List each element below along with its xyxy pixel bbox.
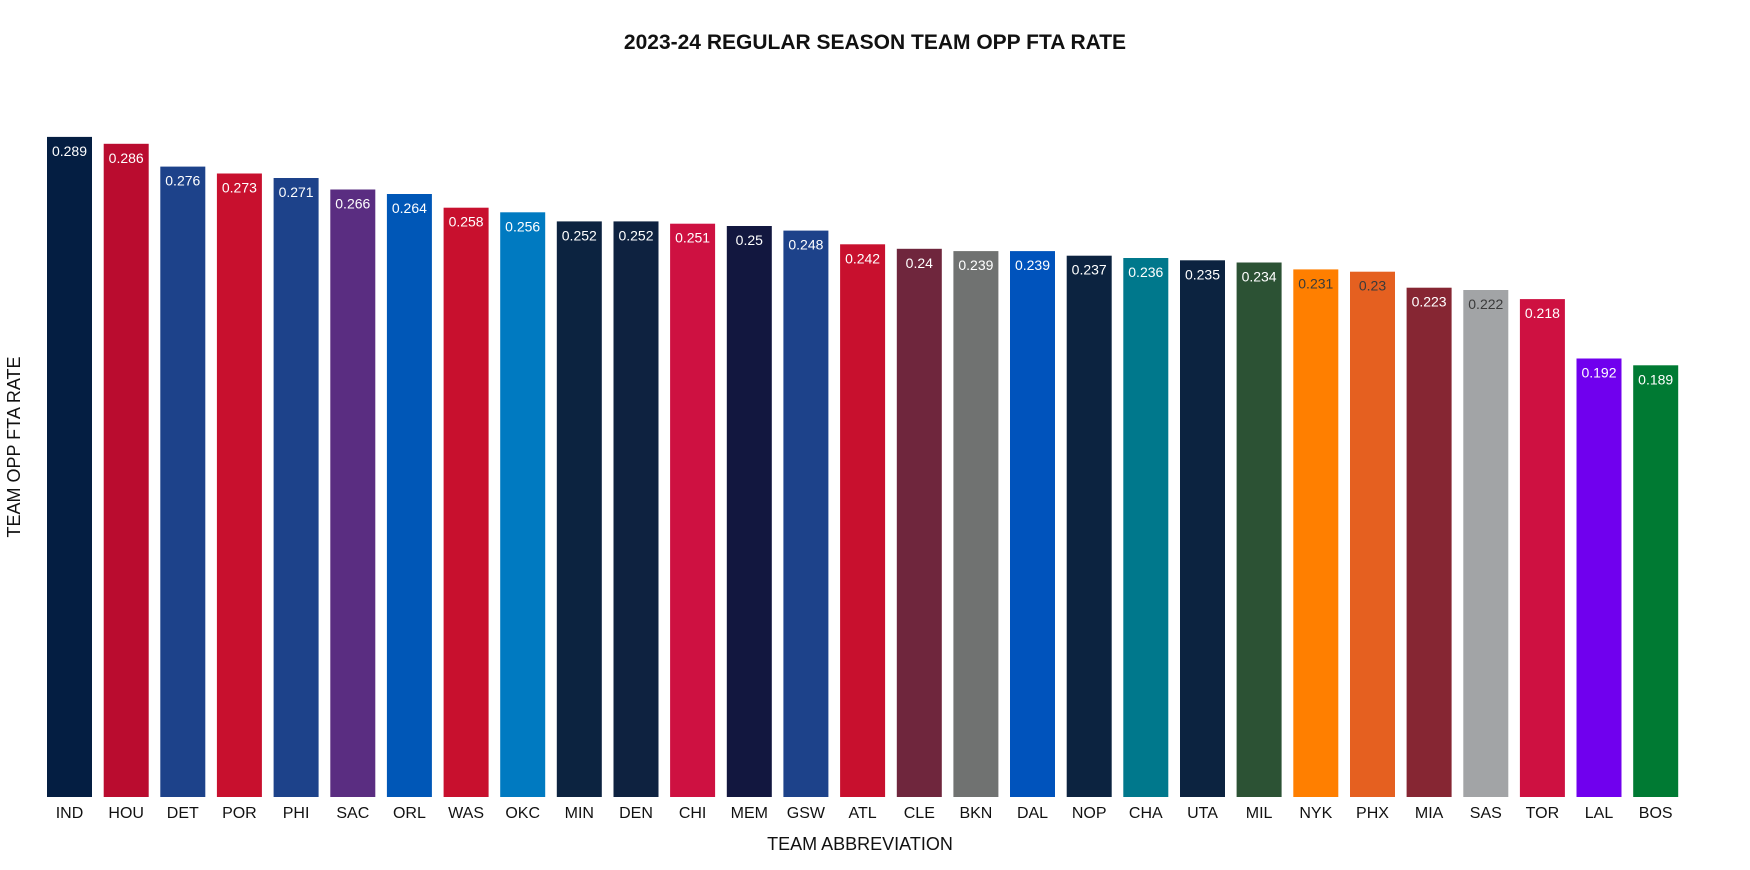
bar-value-label: 0.248 xyxy=(788,237,823,253)
x-tick-label: TOR xyxy=(1526,805,1559,822)
x-tick-label: MIN xyxy=(565,805,594,822)
bar-nyk xyxy=(1293,269,1339,797)
bar-chi xyxy=(670,223,716,797)
bar-por xyxy=(216,173,262,797)
x-tick-label: WAS xyxy=(448,805,484,822)
bar-sas xyxy=(1463,290,1509,797)
bar-was xyxy=(443,207,489,797)
bar-value-label: 0.231 xyxy=(1298,275,1333,291)
x-tick-label: LAL xyxy=(1585,805,1614,822)
bar-value-label: 0.189 xyxy=(1638,371,1673,387)
bar-cha xyxy=(1123,258,1169,797)
x-tick-label: CHI xyxy=(679,805,707,822)
bar-value-label: 0.239 xyxy=(958,257,993,273)
x-tick-label: MEM xyxy=(731,805,768,822)
x-tick-label: MIL xyxy=(1246,805,1273,822)
bar-value-label: 0.264 xyxy=(392,200,427,216)
x-tick-label: NYK xyxy=(1299,805,1332,822)
bar-value-label: 0.286 xyxy=(109,150,144,166)
x-tick-label: PHX xyxy=(1356,805,1389,822)
x-tick-label: CHA xyxy=(1129,805,1163,822)
x-tick-label: GSW xyxy=(787,805,826,822)
bar-uta xyxy=(1180,260,1225,797)
bar-value-label: 0.218 xyxy=(1525,305,1560,321)
bar-value-label: 0.25 xyxy=(736,232,763,248)
x-tick-label: PHI xyxy=(283,805,310,822)
bar-bkn xyxy=(953,251,999,798)
bar-okc xyxy=(500,212,546,798)
x-tick-label: ATL xyxy=(849,805,877,822)
bar-value-label: 0.276 xyxy=(165,173,200,189)
bars-group: 0.289 IND 0.286 HOU 0.276 DET 0.273 POR 0.271 PHI… xyxy=(47,136,1679,822)
x-tick-label: DEN xyxy=(619,805,653,822)
bar-value-label: 0.222 xyxy=(1468,296,1503,312)
x-tick-label: BKN xyxy=(959,805,992,822)
bar-value-label: 0.242 xyxy=(845,250,880,266)
bar-value-label: 0.252 xyxy=(618,227,653,243)
bar-dal xyxy=(1010,251,1055,798)
bar-nop xyxy=(1066,255,1112,797)
x-axis-title: TEAM ABBREVIATION xyxy=(767,834,953,854)
y-axis-title: TEAM OPP FTA RATE xyxy=(4,356,24,537)
x-tick-label: BOS xyxy=(1639,805,1673,822)
bar-value-label: 0.252 xyxy=(562,227,597,243)
bar-bos xyxy=(1633,365,1679,797)
bar-mil xyxy=(1236,262,1282,797)
bar-phi xyxy=(273,178,319,797)
bar-value-label: 0.289 xyxy=(52,143,87,159)
bar-tor xyxy=(1519,299,1565,797)
x-tick-label: POR xyxy=(222,805,257,822)
x-tick-label: SAS xyxy=(1470,805,1502,822)
bar-gsw xyxy=(783,230,829,798)
bar-cle xyxy=(896,248,942,798)
bar-value-label: 0.235 xyxy=(1185,266,1220,282)
bar-value-label: 0.192 xyxy=(1581,365,1616,381)
x-tick-label: UTA xyxy=(1187,805,1218,822)
bar-value-label: 0.23 xyxy=(1359,278,1386,294)
x-tick-label: HOU xyxy=(108,805,144,822)
x-tick-label: SAC xyxy=(336,805,369,822)
bar-min xyxy=(556,221,602,797)
bar-den xyxy=(613,221,659,797)
x-tick-label: IND xyxy=(56,805,84,822)
bar-value-label: 0.258 xyxy=(449,214,484,230)
chart-title: 2023-24 REGULAR SEASON TEAM OPP FTA RATE xyxy=(624,31,1126,54)
x-tick-label: CLE xyxy=(904,805,935,822)
bar-lal xyxy=(1576,358,1622,797)
bar-value-label: 0.24 xyxy=(906,255,933,271)
bar-value-label: 0.271 xyxy=(279,184,314,200)
bar-value-label: 0.236 xyxy=(1128,264,1163,280)
x-tick-label: DET xyxy=(167,805,199,822)
x-tick-label: NOP xyxy=(1072,805,1107,822)
bar-mem xyxy=(726,226,772,797)
bar-value-label: 0.266 xyxy=(335,196,370,212)
bar-ind xyxy=(47,136,92,797)
bar-sac xyxy=(330,189,376,797)
bar-mia xyxy=(1406,287,1452,797)
bar-orl xyxy=(386,194,432,797)
bar-value-label: 0.223 xyxy=(1412,294,1447,310)
bar-value-label: 0.256 xyxy=(505,218,540,234)
bar-value-label: 0.273 xyxy=(222,180,257,196)
bar-det xyxy=(160,166,206,798)
x-tick-label: MIA xyxy=(1415,805,1444,822)
bar-value-label: 0.234 xyxy=(1242,269,1277,285)
bar-atl xyxy=(840,244,886,798)
x-tick-label: ORL xyxy=(393,805,426,822)
bar-value-label: 0.239 xyxy=(1015,257,1050,273)
bar-phx xyxy=(1350,271,1395,797)
bar-value-label: 0.237 xyxy=(1072,262,1107,278)
x-tick-label: OKC xyxy=(505,805,540,822)
bar-hou xyxy=(103,143,149,798)
bar-value-label: 0.251 xyxy=(675,230,710,246)
x-tick-label: DAL xyxy=(1017,805,1048,822)
